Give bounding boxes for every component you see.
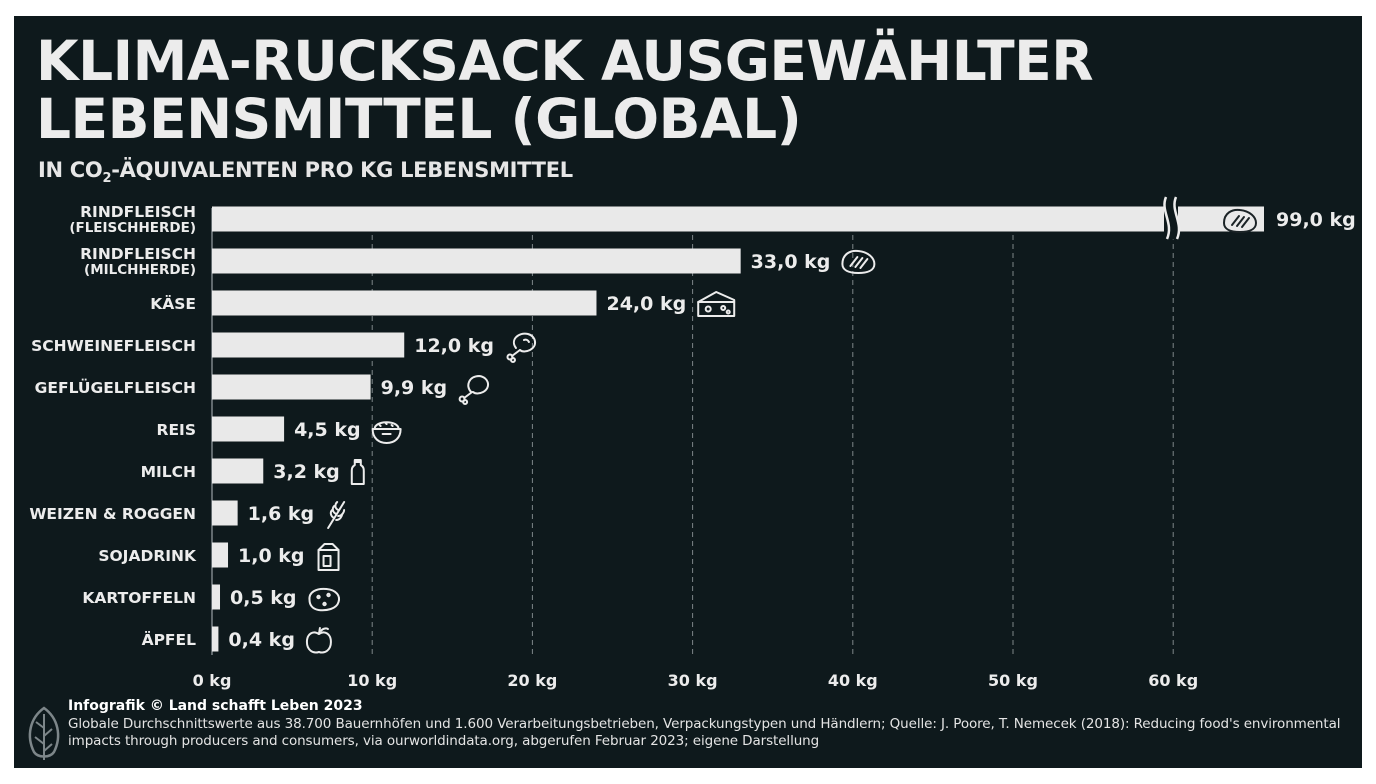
bar [212,374,371,400]
carton-icon [317,543,340,571]
category-label: KARTOFFELN [82,589,196,607]
value-label: 4,5 kg [294,419,361,441]
tick-label: 10 kg [347,671,397,690]
value-label: 33,0 kg [751,251,831,273]
cheese-icon [697,291,736,317]
bar [212,332,405,358]
leaf-icon [28,706,60,760]
category-label: WEIZEN & ROGGEN [29,505,196,523]
chart-title: KLIMA-RUCKSACK AUSGEWÄHLTER LEBENSMITTEL … [36,32,1236,148]
apple-icon [305,627,332,654]
bar-chart: RINDFLEISCH(FLEISCHHERDE) 99,0 kgRINDFLEI… [29,196,1356,690]
bar [212,206,1264,232]
bar [212,542,229,568]
value-label: 12,0 kg [414,335,494,357]
bar-layer [212,196,1264,652]
ham-icon [506,332,536,363]
bar [212,500,238,526]
axis-break-mark [1163,196,1171,240]
wheat-icon [327,501,346,529]
bar [212,626,219,652]
tick-label: 30 kg [668,671,718,690]
milk-bottle-icon [350,459,365,485]
infographic-panel: KLIMA-RUCKSACK AUSGEWÄHLTER LEBENSMITTEL … [14,16,1362,768]
value-label: 1,6 kg [248,503,315,525]
value-label: 24,0 kg [606,293,686,315]
category-label: (FLEISCHHERDE) [69,220,196,236]
footer-credit: Infografik © Land schafft Leben 2023 [68,698,363,714]
potato-icon [308,587,340,612]
category-label: MILCH [141,463,196,481]
category-label: RINDFLEISCH [80,203,196,221]
subtitle-text-rest: -ÄQUIVALENTEN PRO KG LEBENSMITTEL [111,158,573,182]
value-label: 9,9 kg [381,377,448,399]
value-label: 3,2 kg [273,461,340,483]
footer-source: Globale Durchschnittswerte aus 38.700 Ba… [68,716,1341,749]
rice-bowl-icon [371,421,402,444]
category-label: SCHWEINEFLEISCH [31,337,196,355]
tick-label: 0 kg [193,671,232,690]
category-label: (MILCHHERDE) [84,262,196,278]
value-label: 0,5 kg [230,587,297,609]
value-label: 1,0 kg [238,545,305,567]
tick-label: 20 kg [507,671,557,690]
steak-icon [841,249,876,274]
label-layer: RINDFLEISCH(FLEISCHHERDE) 99,0 kgRINDFLEI… [29,203,1356,654]
bar [212,290,597,316]
category-label: RINDFLEISCH [80,245,196,263]
subtitle-text: IN CO [38,158,103,182]
category-label: KÄSE [150,294,196,313]
category-label: SOJADRINK [98,547,197,565]
subtitle-subscript: 2 [102,171,112,187]
bar [212,584,221,610]
tick-label: 50 kg [988,671,1038,690]
value-label: 0,4 kg [228,629,295,651]
bar [212,416,285,442]
tick-layer: 0 kg 10 kg 20 kg 30 kg 40 kg 50 kg 60 kg [193,671,1199,690]
tick-label: 40 kg [828,671,878,690]
axis-break-mark [1173,196,1181,240]
tick-label: 60 kg [1148,671,1198,690]
steak-icon [1223,208,1257,233]
value-label: 99,0 kg [1276,209,1356,231]
title-line-1: KLIMA-RUCKSACK AUSGEWÄHLTER [36,29,1094,93]
chart-subtitle: IN CO2-ÄQUIVALENTEN PRO KG LEBENSMITTEL [38,158,573,186]
category-label: ÄPFEL [142,630,197,649]
bar [212,458,264,484]
bar [212,248,741,274]
title-line-2: LEBENSMITTEL (GLOBAL) [36,87,802,151]
drumstick-icon [458,375,489,405]
category-label: GEFLÜGELFLEISCH [35,378,196,397]
category-label: REIS [157,421,196,439]
